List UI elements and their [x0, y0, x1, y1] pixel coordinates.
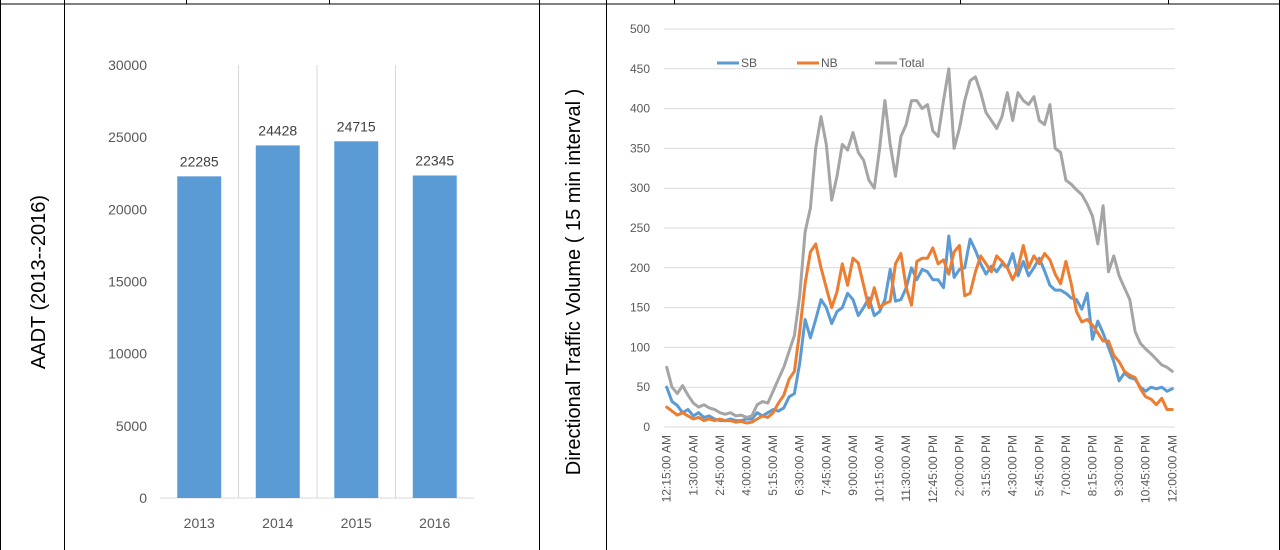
bar-y-tick-label: 10000	[108, 346, 147, 362]
bar-y-tick-label: 25000	[108, 129, 147, 145]
series-line-sb	[665, 234, 1174, 423]
line-x-tick-label: 9:30:00 PM	[1112, 435, 1126, 496]
line-y-tick-label: 0	[643, 420, 650, 434]
line-x-tick-label: 10:45:00 PM	[1139, 435, 1153, 503]
bar-x-tick-label: 2015	[341, 515, 372, 531]
line-y-tick-label: 200	[630, 261, 650, 275]
line-y-tick-label: 100	[630, 340, 650, 354]
bar-y-tick-label: 30000	[108, 57, 147, 73]
line-x-tick-label: 11:30:00 AM	[899, 435, 913, 502]
line-x-tick-label: 8:15:00 PM	[1085, 435, 1099, 496]
bar-y-tick-label: 5000	[116, 418, 147, 434]
bar	[255, 145, 300, 498]
bar-x-tick-label: 2014	[262, 515, 293, 531]
series-line-nb	[665, 242, 1174, 425]
line-y-tick-label: 400	[630, 102, 650, 116]
line-x-tick-label: 5:45:00 PM	[1032, 435, 1046, 496]
line-x-tick-label: 7:45:00 AM	[819, 435, 833, 496]
bar-chart-ylabel: AADT (2013--2016)	[28, 195, 50, 369]
line-y-tick-label: 50	[637, 380, 651, 394]
bar-x-tick-label: 2016	[419, 515, 450, 531]
line-y-tick-label: 300	[630, 181, 650, 195]
bar-data-label: 24715	[337, 118, 376, 134]
legend-label-nb: NB	[821, 56, 838, 70]
bar	[412, 175, 457, 498]
line-x-tick-label: 6:30:00 AM	[793, 435, 807, 496]
line-x-tick-label: 4:00:00 AM	[740, 435, 754, 496]
line-x-tick-label: 12:00:00 AM	[1165, 435, 1179, 502]
line-x-tick-label: 10:15:00 AM	[873, 435, 887, 502]
line-x-tick-label: 4:30:00 PM	[1006, 435, 1020, 496]
line-x-tick-label: 5:15:00 AM	[766, 435, 780, 496]
bar-chart: 0 5000 10000 15000 20000 25000 30000 22285 2013 2…	[108, 57, 474, 531]
line-x-tick-label: 9:00:00 AM	[846, 435, 860, 496]
bar-data-label: 22285	[180, 153, 219, 169]
bar-data-label: 24428	[258, 122, 297, 138]
line-x-tick-label: 1:30:00 AM	[686, 435, 700, 496]
line-chart: 0 50 100 150 200 250 300 350 400 450 500 12:15:00 A…	[630, 22, 1179, 503]
legend-label-total: Total	[899, 56, 924, 70]
line-x-tick-label: 3:15:00 PM	[979, 435, 993, 496]
line-y-tick-label: 250	[630, 221, 650, 235]
legend-label-sb: SB	[741, 56, 757, 70]
line-y-tick-label: 500	[630, 22, 650, 36]
bar	[334, 141, 379, 499]
bar-y-tick-label: 0	[139, 490, 147, 506]
bar-data-label: 22345	[415, 152, 454, 168]
line-x-tick-label: 2:00:00 PM	[952, 435, 966, 496]
series-line-total	[665, 67, 1174, 419]
bar-y-tick-label: 15000	[108, 274, 147, 290]
line-y-tick-label: 450	[630, 62, 650, 76]
line-x-tick-label: 7:00:00 PM	[1059, 435, 1073, 496]
bar	[177, 176, 222, 499]
line-chart-ylabel: Directional Traffic Volume ( 15 min inte…	[563, 89, 585, 475]
line-x-tick-label: 12:15:00 AM	[660, 435, 674, 502]
bar-x-tick-label: 2013	[184, 515, 215, 531]
line-x-tick-label: 12:45:00 PM	[926, 435, 940, 503]
line-y-tick-label: 350	[630, 141, 650, 155]
line-x-tick-label: 2:45:00 AM	[713, 435, 727, 496]
bar-y-tick-label: 20000	[108, 201, 147, 217]
line-y-tick-label: 150	[630, 301, 650, 315]
